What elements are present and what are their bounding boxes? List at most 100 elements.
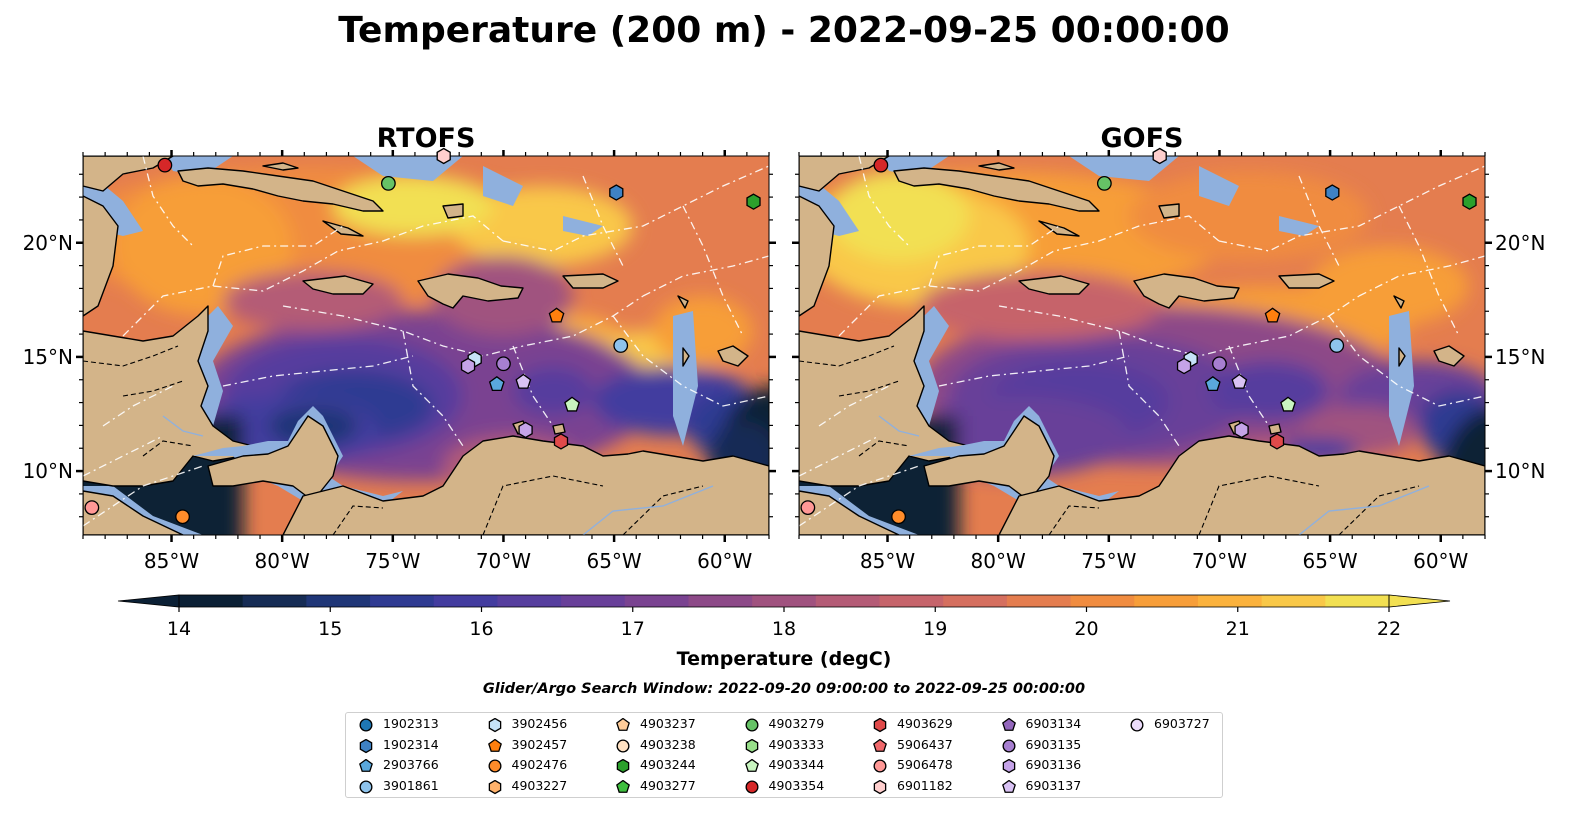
legend-label: 1902313 xyxy=(383,716,439,731)
legend-marker-1902314 xyxy=(359,738,373,753)
y-tick-label: 10°N xyxy=(23,459,73,483)
figure-title: Temperature (200 m) - 2022-09-25 00:00:0… xyxy=(338,10,1229,51)
legend-marker-4903244 xyxy=(616,759,630,774)
colorbar-segment xyxy=(1070,595,1135,607)
colorbar-tick-label: 22 xyxy=(1377,618,1401,640)
legend-marker-4903629 xyxy=(873,718,887,733)
legend-label: 1902314 xyxy=(383,736,439,752)
colorbar-tick-label: 16 xyxy=(469,618,493,640)
legend-marker-6903134 xyxy=(1001,718,1016,731)
legend-label: 4903344 xyxy=(768,757,825,772)
panel-title-rtofs: RTOFS xyxy=(377,123,476,154)
x-tick-label: 70°W xyxy=(1192,549,1247,573)
legend-marker-4903277 xyxy=(616,779,630,793)
legend-marker-4903279 xyxy=(745,718,758,732)
x-tick-label: 60°W xyxy=(1413,549,1468,573)
legend-label: 4903629 xyxy=(897,716,953,731)
colorbar-segment xyxy=(1134,595,1199,607)
x-tick-label: 60°W xyxy=(697,549,752,573)
map-panel-rtofs xyxy=(82,147,770,536)
legend-marker-6903727 xyxy=(1130,718,1144,732)
legend-label: 2903766 xyxy=(383,757,439,772)
float-marker-6903137 xyxy=(515,373,532,389)
land-masses xyxy=(83,156,769,535)
legend-label: 4903238 xyxy=(640,736,696,752)
legend-label: 6903136 xyxy=(1025,757,1082,772)
x-tick-label: 75°W xyxy=(1081,549,1136,573)
x-tick-label: 70°W xyxy=(476,549,531,573)
float-marker-4903629 xyxy=(1269,433,1285,450)
x-tick-label: 85°W xyxy=(860,549,915,573)
legend-marker-3902456 xyxy=(488,718,501,733)
legend-marker-2903766 xyxy=(359,759,373,772)
colorbar-tick-label: 14 xyxy=(167,618,191,640)
legend-label: 3901861 xyxy=(383,777,439,793)
colorbar-segment xyxy=(242,595,307,607)
x-tick-label: 65°W xyxy=(1302,549,1357,573)
legend-label: 6903135 xyxy=(1025,736,1082,752)
colorbar: 14 15 16 17 18 19 20 21 22 xyxy=(117,594,1451,640)
observation-markers xyxy=(800,147,1477,525)
eez-boundaries xyxy=(83,156,769,527)
legend-marker-3902457 xyxy=(487,738,502,752)
legend-label: 4903277 xyxy=(640,777,696,793)
float-marker-4903354 xyxy=(873,157,889,173)
legend-marker-1902313 xyxy=(359,718,373,732)
float-marker-6903135 xyxy=(1212,356,1227,372)
colorbar-segment xyxy=(752,595,817,607)
x-tick-label: 80°W xyxy=(971,549,1026,573)
legend-label: 4903237 xyxy=(640,716,696,731)
float-marker-6903135 xyxy=(496,356,511,372)
legend-label: 4903333 xyxy=(768,736,825,752)
legend-label: 4903227 xyxy=(511,777,568,793)
y-tick-label: 20°N xyxy=(1495,231,1545,255)
colorbar-segment xyxy=(624,595,690,607)
colorbar-extend-high xyxy=(1388,594,1451,608)
float-marker-3901861 xyxy=(1329,338,1345,353)
colorbar-tick-label: 19 xyxy=(923,618,947,640)
legend-label: 3902457 xyxy=(511,736,568,752)
float-marker-3902457 xyxy=(1264,307,1281,323)
legend-label: 5906478 xyxy=(897,757,953,772)
search-window-caption: Glider/Argo Search Window: 2022-09-20 09… xyxy=(483,681,1085,697)
colorbar-tick-label: 21 xyxy=(1226,618,1250,640)
float-marker-2903766 xyxy=(488,376,505,392)
float-marker-3901861 xyxy=(613,338,629,353)
eez-boundaries xyxy=(799,156,1485,527)
float-marker-5906478 xyxy=(84,500,100,516)
x-tick-label: 75°W xyxy=(365,549,420,573)
colorbar-extend-low xyxy=(117,594,180,608)
colorbar-segment xyxy=(1325,595,1390,607)
float-marker-6903136 xyxy=(1234,421,1249,439)
international-borders xyxy=(83,345,704,535)
map-frame xyxy=(82,155,770,536)
colorbar-segment xyxy=(561,595,626,607)
float-marker-4902476 xyxy=(891,509,906,525)
colorbar-tick-label: 17 xyxy=(621,618,645,640)
colorbar-segment xyxy=(306,595,371,607)
legend-marker-4903238 xyxy=(616,739,630,752)
map-frame xyxy=(798,155,1486,536)
legend-label: 6903137 xyxy=(1025,777,1082,793)
colorbar-tick-label: 15 xyxy=(318,618,342,640)
colorbar-segment xyxy=(943,595,1008,607)
legend-label: 6903727 xyxy=(1154,716,1210,731)
legend-marker-6901182 xyxy=(873,779,887,794)
float-marker-4903354 xyxy=(157,157,173,173)
legend-label: 4903279 xyxy=(768,716,825,731)
legend-marker-4903333 xyxy=(745,738,758,753)
legend-marker-6903136 xyxy=(1002,759,1015,774)
y-tick-label: 20°N xyxy=(23,231,73,255)
platform-legend: 1902313 1902314 2903766 3901861 3902456 39024… xyxy=(345,712,1223,798)
legend-label: 4903244 xyxy=(640,757,696,772)
x-tick-label: 65°W xyxy=(586,549,641,573)
float-marker-4902476 xyxy=(175,509,190,525)
rivers xyxy=(878,415,1430,535)
legend-marker-4903354 xyxy=(745,780,758,793)
float-marker-6903136 xyxy=(460,357,476,375)
y-tick-label: 15°N xyxy=(1495,345,1545,369)
legend-marker-5906437 xyxy=(873,738,887,752)
float-marker-6903136 xyxy=(1176,357,1192,375)
float-marker-6903136 xyxy=(518,421,533,439)
float-marker-4903344 xyxy=(1280,396,1296,412)
